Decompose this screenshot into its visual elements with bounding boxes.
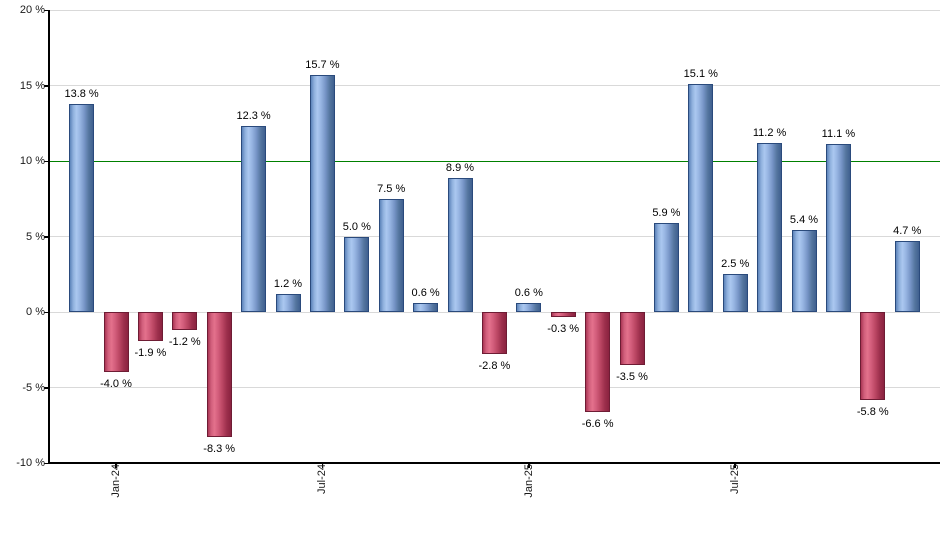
bar-value-label: 5.4 % (789, 214, 819, 227)
x-axis-tick (528, 463, 530, 468)
bar-Jul-25 (722, 274, 748, 312)
bar-value-label: 11.2 % (752, 126, 787, 139)
bar-value-label: 15.1 % (683, 67, 718, 80)
bar-Apr-24 (206, 312, 232, 438)
y-axis-tick-label: 5 % (26, 230, 45, 243)
bar-value-label: -5.8 % (856, 405, 889, 418)
bar-value-label: -0.3 % (547, 322, 580, 335)
y-axis-tick-label: 0 % (26, 306, 45, 318)
bar-Feb-24 (137, 312, 163, 341)
bar-Oct-25 (825, 144, 851, 312)
bar-Jun-25 (688, 83, 714, 312)
bar-value-label: -8.3 % (203, 443, 236, 456)
bar-Feb-25 (550, 312, 576, 317)
bar-Jan-24 (103, 312, 129, 373)
gridline-20 (50, 9, 940, 11)
x-axis-line (48, 462, 940, 464)
y-axis-tick-label: -10 % (16, 457, 45, 469)
x-axis-tick (734, 463, 736, 468)
bar-value-label: 0.6 % (514, 286, 543, 299)
y-axis-tick-label: 15 % (19, 79, 45, 92)
bar-value-label: -3.5 % (616, 370, 648, 383)
gridline--5 (50, 387, 940, 388)
bar-Dec-23 (69, 103, 95, 312)
x-axis-tick-label: Jan-25 (522, 464, 535, 498)
y-axis-tick (44, 462, 48, 464)
y-axis-tick (44, 85, 48, 87)
bar-value-label: 12.3 % (236, 110, 271, 123)
y-axis-tick (44, 236, 48, 238)
y-axis-tick (44, 9, 48, 11)
y-axis-tick-label: -5 % (22, 381, 45, 394)
x-axis-tick-label: Jul-24 (316, 464, 329, 494)
bar-value-label: -1.2 % (168, 336, 201, 349)
x-axis-tick-label: Jan-24 (110, 464, 122, 498)
gridline-15 (50, 85, 940, 86)
bar-Dec-25 (894, 241, 920, 312)
bar-Nov-25 (860, 312, 886, 400)
bar-value-label: 7.5 % (377, 182, 406, 195)
gridline-5 (50, 236, 940, 237)
bar-Sep-24 (378, 198, 404, 312)
bar-value-label: 1.2 % (273, 277, 303, 290)
bar-May-24 (241, 126, 267, 312)
bar-value-label: 8.9 % (445, 161, 475, 174)
bar-value-label: 5.9 % (652, 206, 681, 219)
bar-Jul-24 (309, 74, 335, 312)
y-axis-tick-label: 20 % (19, 4, 45, 16)
bar-Oct-24 (413, 302, 439, 312)
y-axis-tick (44, 387, 48, 389)
bar-value-label: 2.5 % (721, 258, 750, 271)
x-axis-tick (115, 463, 117, 468)
y-axis-tick (44, 160, 48, 162)
bar-Dec-24 (481, 312, 507, 355)
bar-value-label: 15.7 % (305, 58, 340, 71)
bar-May-25 (653, 222, 679, 312)
bar-value-label: -4.0 % (100, 378, 132, 391)
bar-Jan-25 (516, 302, 542, 312)
bar-value-label: 5.0 % (342, 220, 371, 233)
y-axis-line (48, 10, 50, 463)
bar-Jun-24 (275, 293, 301, 312)
bar-value-label: 11.1 % (821, 128, 856, 141)
bar-value-label: 4.7 % (893, 225, 922, 238)
bar-Mar-25 (585, 312, 611, 412)
bar-value-label: -1.9 % (134, 346, 167, 359)
bar-Sep-25 (791, 230, 817, 312)
x-axis-tick-label: Jul-25 (729, 464, 742, 494)
bar-Apr-25 (619, 312, 645, 365)
bar-Mar-24 (172, 312, 198, 331)
bar-Aug-25 (757, 142, 783, 312)
reference-line-10pct (50, 160, 940, 162)
bar-value-label: 0.6 % (411, 286, 440, 299)
y-axis-tick-label: 10 % (19, 155, 45, 167)
bar-value-label: -6.6 % (581, 417, 614, 430)
y-axis-tick (44, 311, 48, 313)
bar-value-label: -2.8 % (478, 360, 511, 373)
x-axis-tick (321, 463, 324, 468)
bar-Aug-24 (344, 236, 370, 312)
bar-Nov-24 (447, 177, 473, 312)
bar-value-label: 13.8 % (64, 87, 99, 100)
